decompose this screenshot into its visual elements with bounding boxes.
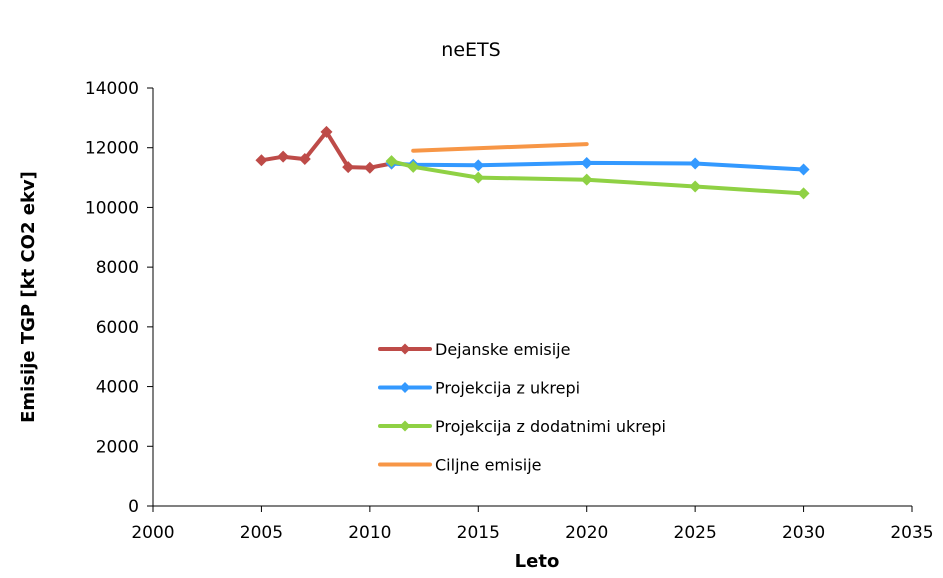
data-point [689,180,702,193]
legend-item: Dejanske emisije [378,340,570,359]
series-group [411,142,589,153]
data-point [407,160,420,173]
data-point [472,171,485,184]
legend-swatch-marker [399,343,411,355]
y-tick-label: 10000 [85,198,139,218]
data-point [363,161,376,174]
series-line [411,142,589,153]
x-tick-label: 2010 [348,523,391,543]
series-group [385,155,810,200]
data-point [797,187,810,200]
chart-title: neETS [441,39,500,61]
x-tick-label: 2020 [565,523,608,543]
x-axis-title: Leto [515,551,560,572]
data-point [342,161,355,174]
legend-item: Projekcija z ukrepi [378,379,580,398]
y-tick-label: 14000 [85,79,139,99]
legend-swatch-marker [399,420,411,432]
y-tick-label: 12000 [85,139,139,159]
y-axis-title: Emisije TGP [kt CO2 ekv] [18,171,39,423]
data-point [580,156,593,169]
data-point [385,155,398,168]
legend-label: Projekcija z dodatnimi ukrepi [435,417,666,436]
y-tick-label: 8000 [96,258,139,278]
legend-label: Ciljne emisije [435,456,542,475]
legend-label: Projekcija z ukrepi [435,379,580,398]
x-tick-label: 2000 [131,523,174,543]
series-layer [255,125,810,200]
data-point [797,163,810,176]
legend-item: Ciljne emisije [378,456,542,475]
x-tick-label: 2025 [674,523,717,543]
data-point [472,159,485,172]
x-tick-label: 2005 [240,523,283,543]
y-tick-label: 2000 [96,437,139,457]
x-tick-label: 2035 [890,523,933,543]
data-point [255,154,268,167]
legend-swatch-marker [399,382,411,393]
data-point [689,157,702,170]
x-tick-label: 2030 [782,523,825,543]
axes: 0 2000 4000 6000 8000 10000 12000 14000 2000 2005… [85,79,934,543]
y-tick-label: 0 [128,497,139,517]
legend-label: Dejanske emisije [435,340,570,359]
legend: Dejanske emisije Projekcija z ukrepi Proje… [378,340,666,475]
legend-item: Projekcija z dodatnimi ukrepi [378,417,666,436]
series-group [255,125,398,174]
data-point [320,125,333,138]
y-tick-label: 4000 [96,378,139,398]
x-tick-label: 2015 [457,523,500,543]
data-point [298,153,311,166]
data-point [580,173,593,186]
data-point [277,150,290,163]
y-tick-label: 6000 [96,318,139,338]
series-line [389,160,806,172]
